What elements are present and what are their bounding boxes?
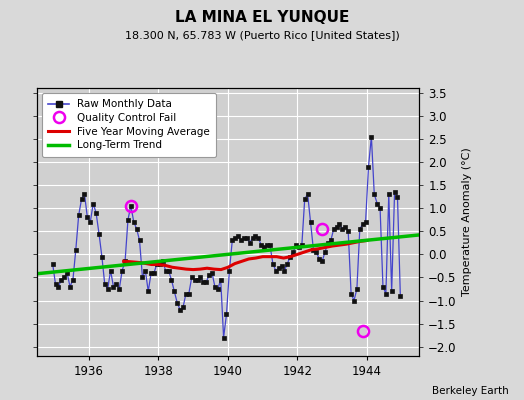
Text: 18.300 N, 65.783 W (Puerto Rico [United States]): 18.300 N, 65.783 W (Puerto Rico [United … (125, 30, 399, 40)
Legend: Raw Monthly Data, Quality Control Fail, Five Year Moving Average, Long-Term Tren: Raw Monthly Data, Quality Control Fail, … (42, 93, 216, 157)
Text: Berkeley Earth: Berkeley Earth (432, 386, 508, 396)
Text: LA MINA EL YUNQUE: LA MINA EL YUNQUE (175, 10, 349, 25)
Y-axis label: Temperature Anomaly (°C): Temperature Anomaly (°C) (462, 148, 472, 296)
